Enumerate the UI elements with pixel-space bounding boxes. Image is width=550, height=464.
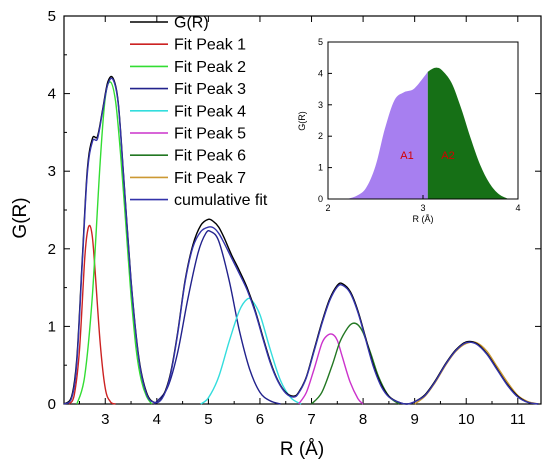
series-line-fit-peak-7 [414,341,539,405]
inset-y-tick-label: 5 [318,37,323,47]
x-tick-label: 6 [256,411,264,428]
series-line-cumulative-fit [63,77,539,405]
x-tick-label: 4 [153,411,161,428]
y-tick-label: 2 [48,241,56,258]
legend-label-fit-peak-2: Fit Peak 2 [174,59,246,76]
inset-x-axis-label: R (Å) [413,214,434,224]
legend-label-fit-peak-4: Fit Peak 4 [174,103,246,120]
inset-y-tick-label: 2 [318,131,323,141]
x-tick-label: 10 [458,411,475,428]
y-tick-label: 0 [48,396,56,413]
legend-label-cumulative-fit: cumulative fit [174,192,268,209]
inset-x-tick-label: 2 [325,203,330,213]
inset-x-tick-label: 3 [420,203,425,213]
main-x-axis-label: R (Å) [280,439,324,460]
inset-x-tick-label: 4 [515,203,520,213]
y-tick-label: 4 [48,86,56,103]
main-series-group [63,75,539,405]
legend-label-fit-peak-3: Fit Peak 3 [174,81,246,98]
x-tick-label: 9 [410,411,418,428]
legend-label-fit-peak-5: Fit Peak 5 [174,126,246,143]
inset-y-tick-label: 4 [318,68,323,78]
inset-area-group [347,67,509,200]
x-tick-label: 3 [101,411,109,428]
area-label-a2: A2 [441,150,454,162]
series-line-fit-peak-3 [153,230,281,405]
series-line-fit-peak-1 [68,224,116,405]
x-tick-label: 5 [204,411,212,428]
y-tick-label: 3 [48,163,56,180]
legend-label-fit-peak-1: Fit Peak 1 [174,37,246,54]
legend-label-g-r-: G(R) [174,15,209,32]
main-y-axis-label: G(R) [10,197,31,238]
x-tick-label: 7 [307,411,315,428]
area-label-a1: A1 [400,150,413,162]
legend-label-fit-peak-6: Fit Peak 6 [174,148,246,165]
series-line-fit-peak-2 [76,81,153,405]
inset-y-tick-label: 3 [318,100,323,110]
area-a2-fill [427,67,509,200]
x-tick-label: 8 [359,411,367,428]
legend-label-fit-peak-7: Fit Peak 7 [174,170,246,187]
series-line-fit-peak-6 [310,322,400,405]
series-line-fit-peak-5 [298,333,364,405]
series-line-fit-peak-4 [200,297,302,405]
inset-y-tick-label: 1 [318,163,323,173]
inset-y-tick-label: 0 [318,194,323,204]
area-a1-fill [347,71,428,199]
legend: G(R) Fit Peak 1 Fit Peak 2 Fit Peak 3 Fit Pe… [130,15,268,209]
inset-y-axis-label: G(R) [297,111,307,131]
y-tick-label: 5 [48,8,56,25]
y-tick-label: 1 [48,318,56,335]
x-tick-label: 11 [510,411,526,428]
inset-axis-ticks: 2 3 4 0 1 2 3 4 5 [318,37,521,213]
